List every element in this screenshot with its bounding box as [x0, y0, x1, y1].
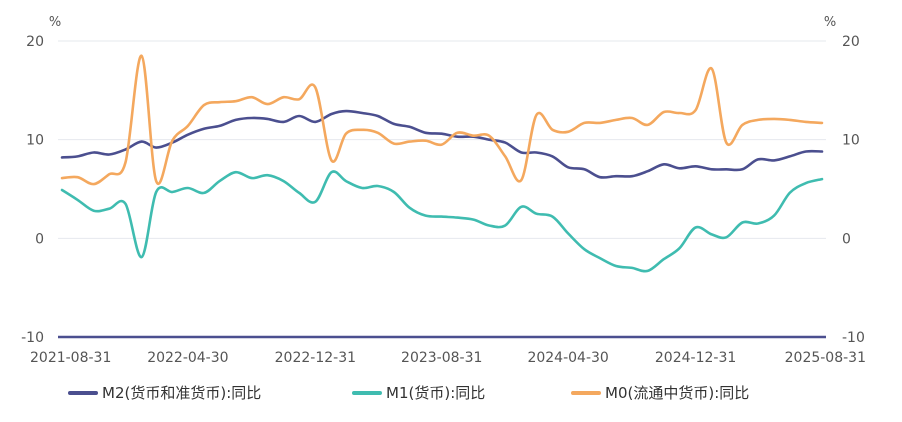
y-tick-label-right: -10 [842, 330, 865, 346]
series-line-2 [60, 54, 824, 186]
x-tick-label: 2022-04-30 [147, 350, 228, 366]
x-tick-label: 2025-08-31 [785, 350, 866, 366]
x-tick-label: 2024-04-30 [527, 350, 608, 366]
x-tick-label: 2023-08-31 [401, 350, 482, 366]
legend-label-2: M0(流通中货币):同比 [605, 384, 749, 402]
legend: M2(货币和准货币):同比 M1(货币):同比 M0(流通中货币):同比 [68, 384, 749, 402]
series-line-0 [60, 109, 824, 179]
axis-layer: % % -10 -10 0 0 10 10 20 20 2021-08-31 2022-04-30… [21, 15, 866, 366]
y-tick-label-right: 20 [842, 34, 860, 50]
grid-layer [58, 40, 826, 339]
right-unit-label: % [824, 15, 836, 30]
y-tick-label-left: -10 [21, 330, 44, 346]
series-line-1 [60, 170, 824, 273]
legend-label-1: M1(货币):同比 [386, 384, 485, 402]
y-tick-label-left: 20 [26, 34, 44, 50]
x-tick-label: 2024-12-31 [655, 350, 736, 366]
left-unit-label: % [49, 15, 61, 30]
legend-label-0: M2(货币和准货币):同比 [102, 384, 261, 402]
y-tick-label-right: 0 [842, 231, 851, 247]
y-tick-label-left: 10 [26, 133, 44, 149]
series-layer [60, 54, 824, 273]
y-tick-label-right: 10 [842, 133, 860, 149]
x-tick-label: 2021-08-31 [30, 350, 111, 366]
x-tick-label: 2022-12-31 [275, 350, 356, 366]
y-tick-label-left: 0 [35, 231, 44, 247]
